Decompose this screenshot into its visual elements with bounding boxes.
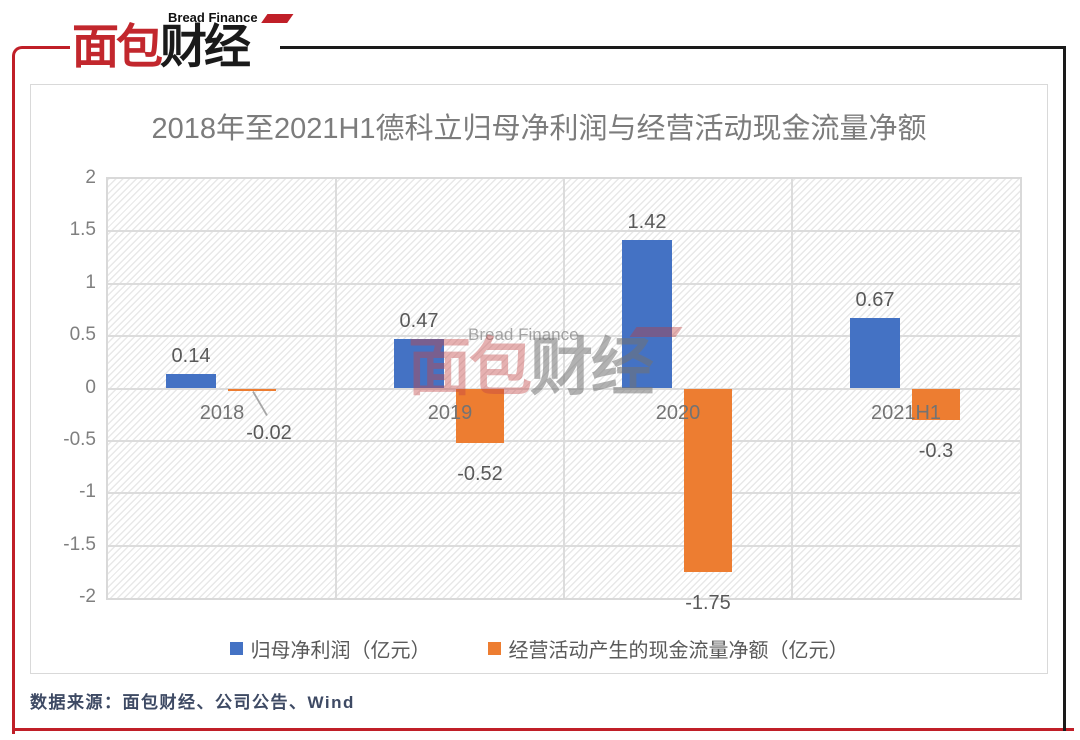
y-axis-tick-label: 0 — [85, 376, 96, 398]
chart-title: 2018年至2021H1德科立归母净利润与经营活动现金流量净额 — [151, 113, 927, 145]
bar-cashflow-2020 — [684, 388, 732, 572]
bar-net-profit-2018 — [166, 373, 216, 389]
gridline-v — [791, 179, 793, 598]
data-label: 0.47 — [399, 310, 439, 333]
y-axis-tick-label: -0.5 — [63, 428, 96, 450]
legend-swatch-icon — [229, 642, 243, 655]
y-axis-tick-label: -1.5 — [63, 533, 96, 555]
watermark-wordmark-red: 面包 — [408, 333, 532, 403]
bar-cashflow-2018 — [228, 388, 276, 391]
legend-item-net-profit: 归母净利润（亿元） — [229, 634, 431, 663]
y-axis-tick-label: -1 — [79, 481, 96, 503]
data-label: 0.67 — [855, 289, 895, 312]
y-axis-tick-label: -2 — [79, 586, 96, 607]
logo-wordmark: 面包财经 — [72, 20, 251, 73]
y-axis-tick-label: 0.5 — [69, 324, 96, 346]
category-label: 2020 — [655, 401, 701, 424]
y-axis-tick-label: 1.5 — [69, 219, 96, 241]
logo-wordmark-black: 财经 — [160, 20, 251, 73]
watermark-subtitle: Bread Finance — [468, 325, 579, 344]
legend-swatch-icon — [487, 642, 501, 655]
data-label: -0.02 — [246, 421, 292, 444]
plot-area: Bread Finance 面包财经 2018 0.14 -0.02 2019 0.47… — [106, 177, 1022, 614]
category-label: 2019 — [427, 401, 473, 424]
data-label: 0.14 — [171, 344, 211, 367]
watermark-wordmark-gray: 财经 — [530, 333, 654, 403]
bar-net-profit-2020 — [622, 239, 672, 389]
bar-cashflow-2019 — [456, 388, 504, 443]
logo-subtitle: Bread Finance — [168, 10, 294, 25]
data-label: -0.52 — [457, 462, 503, 485]
data-label: -0.3 — [918, 439, 954, 462]
bar-net-profit-2019 — [394, 339, 444, 389]
y-axis: 2 1.5 1 0.5 0 -0.5 -1 -1.5 -2 — [31, 167, 96, 607]
legend-item-cashflow: 经营活动产生的现金流量净额（亿元） — [487, 634, 849, 663]
category-label: 2018 — [199, 401, 245, 424]
category-label: 2021H1 — [870, 401, 942, 424]
logo-subtitle-text: Bread Finance — [168, 10, 258, 25]
logo-swoosh-icon — [260, 14, 294, 23]
gridline-v — [335, 179, 337, 598]
gridline-v — [563, 179, 565, 598]
legend-label: 经营活动产生的现金流量净额（亿元） — [508, 640, 849, 662]
frame-top-black-line — [268, 46, 1066, 49]
source-note: 数据来源：面包财经、公司公告、Wind — [30, 693, 355, 712]
data-label: -1.75 — [685, 591, 731, 614]
bar-net-profit-2021H1 — [850, 318, 900, 389]
frame-bottom-red-line — [12, 728, 1074, 731]
bar-cashflow-2021H1 — [912, 388, 960, 420]
bread-finance-logo: Bread Finance 面包财经 — [70, 2, 294, 82]
legend-label: 归母净利润（亿元） — [250, 640, 431, 662]
frame-right-black-line — [1063, 46, 1066, 731]
logo-wordmark-red: 面包 — [72, 20, 163, 73]
data-label: 1.42 — [627, 210, 667, 233]
y-axis-tick-label: 1 — [85, 271, 96, 293]
chart-container: 2018年至2021H1德科立归母净利润与经营活动现金流量净额 2 1.5 1 0.5… — [30, 84, 1048, 674]
frame-left-red-line — [12, 46, 73, 734]
legend: 归母净利润（亿元） 经营活动产生的现金流量净额（亿元） — [31, 634, 1047, 663]
watermark-wordmark: 面包财经 — [408, 333, 654, 403]
y-axis-tick-label: 2 — [85, 167, 96, 188]
